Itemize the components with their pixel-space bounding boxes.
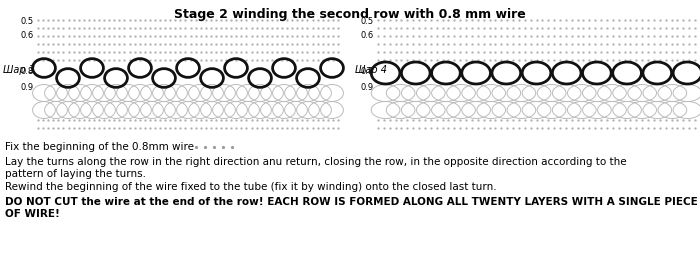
Text: Stage 2 winding the second row with 0.8 mm wire: Stage 2 winding the second row with 0.8 … [174, 8, 526, 21]
Text: 0.9: 0.9 [361, 83, 374, 93]
Text: 0.8: 0.8 [360, 68, 374, 76]
Text: Fix the beginning of the 0.8mm wire: Fix the beginning of the 0.8mm wire [5, 142, 194, 152]
Text: 0.9: 0.9 [21, 83, 34, 93]
Text: 0.6: 0.6 [360, 32, 374, 40]
Text: Rewind the beginning of the wire fixed to the tube (fix it by winding) onto the : Rewind the beginning of the wire fixed t… [5, 182, 496, 192]
Text: OF WIRE!: OF WIRE! [5, 209, 60, 219]
Text: 0.8: 0.8 [21, 68, 34, 76]
Text: 0.5: 0.5 [21, 17, 34, 27]
Text: pattern of laying the turns.: pattern of laying the turns. [5, 169, 146, 179]
Text: Шар 3: Шар 3 [3, 65, 35, 75]
Text: Шар 4: Шар 4 [355, 65, 387, 75]
Text: Lay the turns along the row in the right direction anu return, closing the row, : Lay the turns along the row in the right… [5, 157, 626, 167]
Text: 0.5: 0.5 [361, 17, 374, 27]
Text: DO NOT CUT the wire at the end of the row! EACH ROW IS FORMED ALONG ALL TWENTY L: DO NOT CUT the wire at the end of the ro… [5, 197, 698, 207]
Text: 0.6: 0.6 [21, 32, 34, 40]
